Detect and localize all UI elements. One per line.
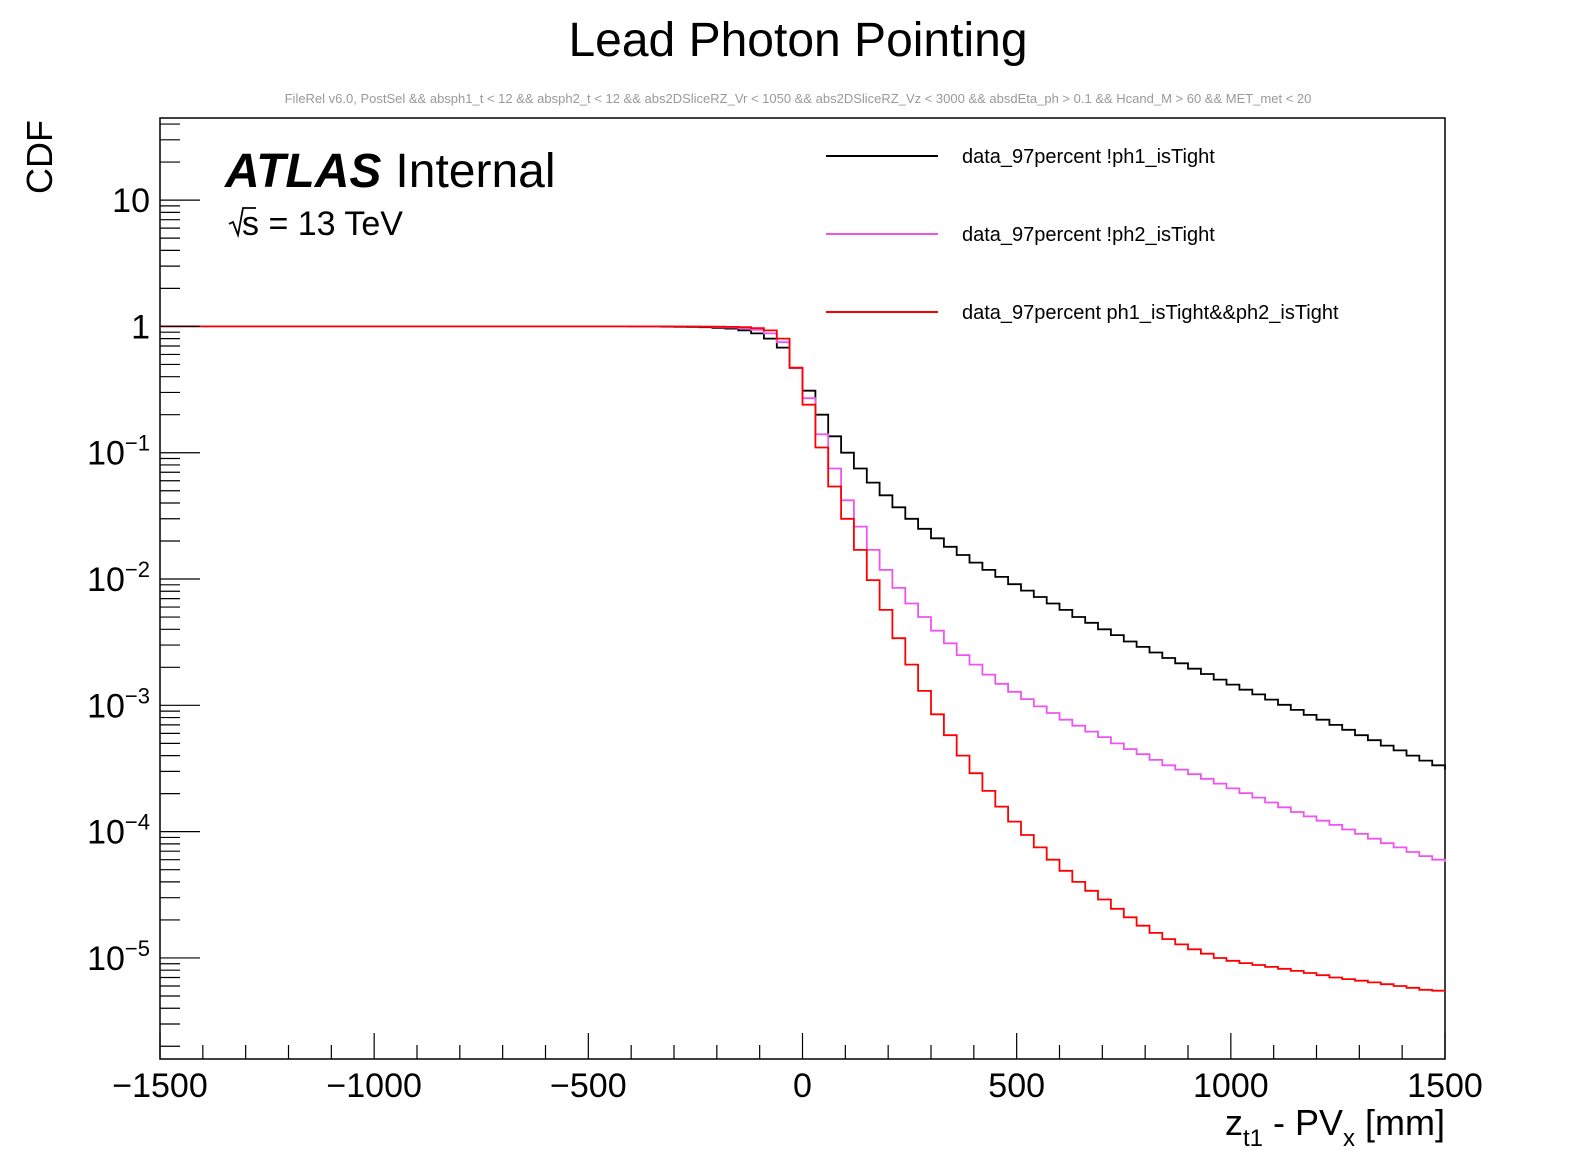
y-tick-base: 10 — [87, 561, 125, 599]
y-tick-base: 10 — [87, 814, 125, 852]
chart-subtitle: FileRel v6.0, PostSel && absph1_t < 12 &… — [285, 91, 1312, 106]
y-tick-label: 10−5 — [87, 936, 150, 978]
x-tick-label: 1000 — [1193, 1067, 1269, 1105]
x-tick-label: −1500 — [112, 1067, 208, 1105]
atlas-status-text: Internal — [395, 145, 555, 198]
y-tick-exponent: −3 — [125, 683, 150, 708]
plot-frame — [159, 117, 1446, 1060]
sqrt-icon — [228, 207, 256, 239]
x-axis-label: zt1 - PVx [mm] — [1225, 1102, 1445, 1152]
x-label-base: z — [1225, 1102, 1243, 1143]
y-tick-label: 10 — [112, 182, 150, 220]
legend-label-1: data_97percent !ph1_isTight — [962, 146, 1215, 168]
y-tick-base: 1 — [131, 308, 150, 346]
x-label-mid: - PV — [1263, 1102, 1343, 1143]
legend: data_97percent !ph1_isTight data_97percen… — [826, 146, 1339, 324]
series-line-1 — [626, 325, 1446, 770]
series-line-2 — [160, 325, 1446, 862]
y-tick-exponent: −5 — [125, 936, 150, 961]
legend-label-2: data_97percent !ph2_isTight — [962, 224, 1215, 246]
y-tick-exponent: −2 — [125, 557, 150, 582]
y-tick-label: 1 — [131, 308, 150, 346]
legend-label-3: data_97percent ph1_isTight&&ph2_isTight — [962, 302, 1339, 324]
chart-title: Lead Photon Pointing — [568, 14, 1027, 67]
plot-area: −1500 −1000 −500 0 500 1000 1500 10110−110−210… — [87, 117, 1483, 1105]
y-tick-label: 10−4 — [87, 810, 150, 852]
atlas-label: ATLAS Internal s = 13 TeV — [224, 145, 556, 243]
x-label-sub1: t1 — [1243, 1125, 1263, 1152]
y-tick-exponent: −1 — [125, 431, 150, 456]
x-tick-label: −500 — [550, 1067, 627, 1105]
y-tick-base: 10 — [87, 435, 125, 473]
y-tick-label: 10−2 — [87, 557, 150, 599]
svg-text:s = 13 TeV: s = 13 TeV — [242, 205, 403, 243]
x-tick-label: −1000 — [326, 1067, 422, 1105]
energy-suffix: = 13 TeV — [259, 205, 403, 243]
x-tick-label: 1500 — [1407, 1067, 1483, 1105]
y-tick-exponent: −4 — [125, 810, 150, 835]
y-tick-base: 10 — [87, 687, 125, 725]
atlas-logo-text: ATLAS — [224, 145, 381, 198]
y-tick-label: 10−1 — [87, 431, 150, 473]
x-tick-label: 500 — [988, 1067, 1045, 1105]
x-label-tail: [mm] — [1355, 1102, 1445, 1143]
y-tick-label: 10−3 — [87, 683, 150, 725]
y-axis-label: CDF — [19, 120, 60, 194]
y-tick-base: 10 — [112, 182, 150, 220]
series-layer — [160, 325, 1446, 992]
x-label-sub2: x — [1343, 1125, 1355, 1152]
x-axis: −1500 −1000 −500 0 500 1000 1500 — [112, 1033, 1483, 1105]
energy-prefix: s — [242, 205, 259, 243]
x-tick-label: 0 — [793, 1067, 812, 1105]
series-line-3 — [160, 325, 1446, 992]
y-tick-base: 10 — [87, 940, 125, 978]
